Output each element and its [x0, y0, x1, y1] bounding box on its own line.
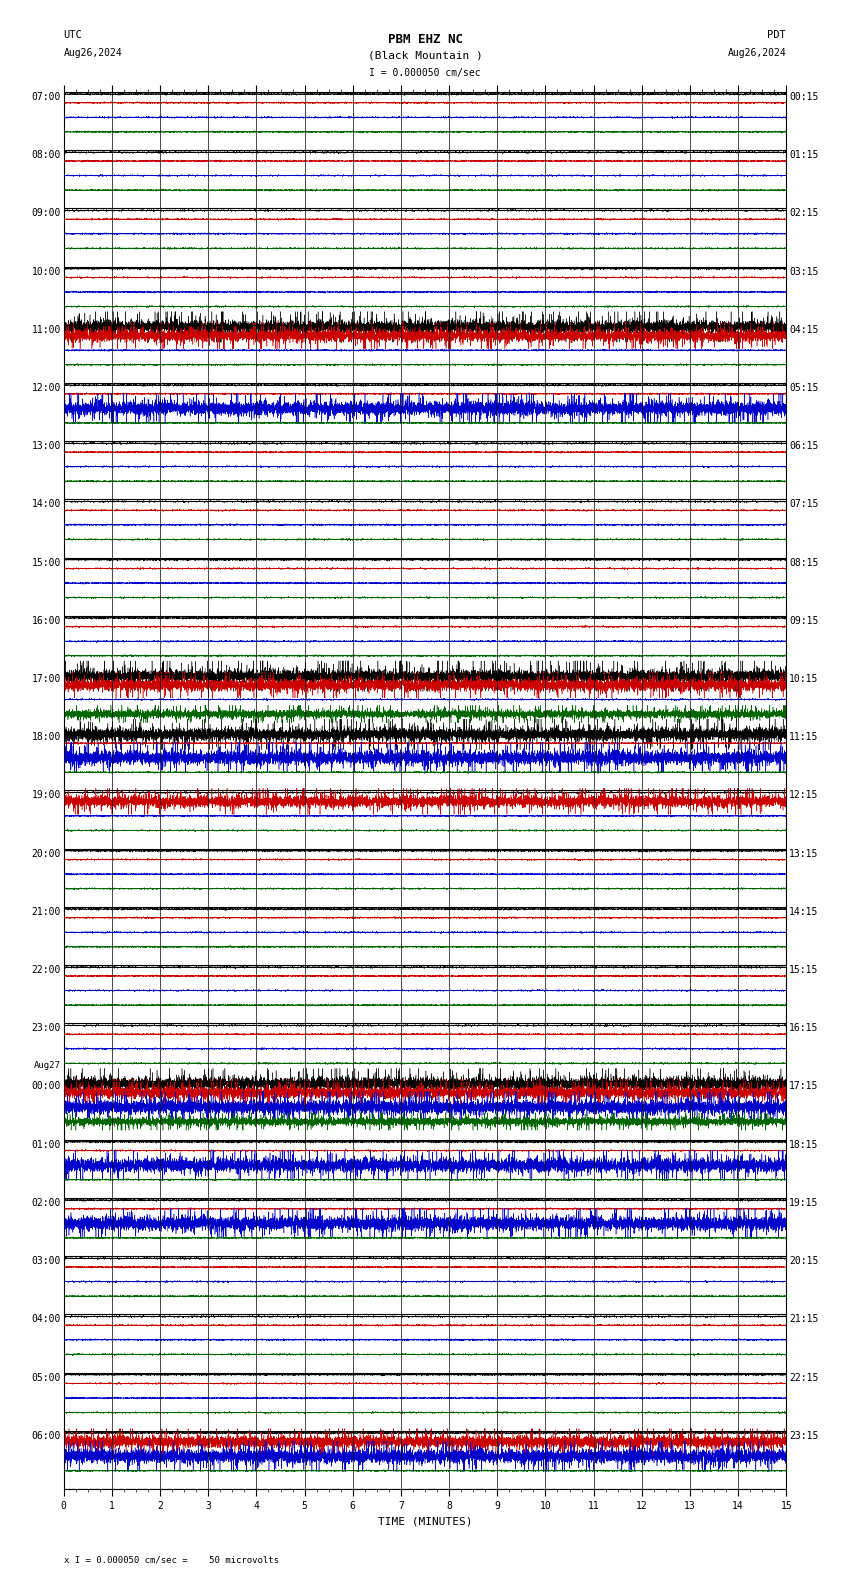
Text: 16:15: 16:15	[789, 1023, 819, 1033]
Text: 17:15: 17:15	[789, 1082, 819, 1091]
Text: 02:00: 02:00	[31, 1198, 61, 1209]
Text: (Black Mountain ): (Black Mountain )	[367, 51, 483, 60]
Text: 04:00: 04:00	[31, 1315, 61, 1324]
Text: 08:00: 08:00	[31, 150, 61, 160]
Text: 23:15: 23:15	[789, 1430, 819, 1441]
Text: 21:00: 21:00	[31, 906, 61, 917]
Text: 14:15: 14:15	[789, 906, 819, 917]
X-axis label: TIME (MINUTES): TIME (MINUTES)	[377, 1516, 473, 1527]
Text: 03:15: 03:15	[789, 266, 819, 277]
Text: 12:15: 12:15	[789, 790, 819, 800]
Text: I = 0.000050 cm/sec: I = 0.000050 cm/sec	[369, 68, 481, 78]
Text: 22:15: 22:15	[789, 1372, 819, 1383]
Text: 10:15: 10:15	[789, 673, 819, 684]
Text: PBM EHZ NC: PBM EHZ NC	[388, 33, 462, 46]
Text: 07:00: 07:00	[31, 92, 61, 101]
Text: 00:00: 00:00	[31, 1082, 61, 1091]
Text: 06:00: 06:00	[31, 1430, 61, 1441]
Text: 23:00: 23:00	[31, 1023, 61, 1033]
Text: 18:15: 18:15	[789, 1140, 819, 1150]
Text: 02:15: 02:15	[789, 208, 819, 219]
Text: 03:00: 03:00	[31, 1256, 61, 1266]
Text: 01:00: 01:00	[31, 1140, 61, 1150]
Text: 05:00: 05:00	[31, 1372, 61, 1383]
Text: 05:15: 05:15	[789, 383, 819, 393]
Text: UTC: UTC	[64, 30, 82, 40]
Text: 04:15: 04:15	[789, 325, 819, 334]
Text: 09:15: 09:15	[789, 616, 819, 626]
Text: x I = 0.000050 cm/sec =    50 microvolts: x I = 0.000050 cm/sec = 50 microvolts	[64, 1555, 279, 1565]
Text: 19:00: 19:00	[31, 790, 61, 800]
Text: 00:15: 00:15	[789, 92, 819, 101]
Text: 19:15: 19:15	[789, 1198, 819, 1209]
Text: 10:00: 10:00	[31, 266, 61, 277]
Text: 13:15: 13:15	[789, 849, 819, 859]
Text: Aug26,2024: Aug26,2024	[728, 48, 786, 57]
Text: Aug27: Aug27	[34, 1061, 61, 1071]
Text: 01:15: 01:15	[789, 150, 819, 160]
Text: 12:00: 12:00	[31, 383, 61, 393]
Text: PDT: PDT	[768, 30, 786, 40]
Text: 08:15: 08:15	[789, 558, 819, 567]
Text: 09:00: 09:00	[31, 208, 61, 219]
Text: Aug26,2024: Aug26,2024	[64, 48, 122, 57]
Text: 07:15: 07:15	[789, 499, 819, 510]
Text: 20:15: 20:15	[789, 1256, 819, 1266]
Text: 17:00: 17:00	[31, 673, 61, 684]
Text: 21:15: 21:15	[789, 1315, 819, 1324]
Text: 15:00: 15:00	[31, 558, 61, 567]
Text: 06:15: 06:15	[789, 440, 819, 451]
Text: 16:00: 16:00	[31, 616, 61, 626]
Text: 11:00: 11:00	[31, 325, 61, 334]
Text: 11:15: 11:15	[789, 732, 819, 743]
Text: 20:00: 20:00	[31, 849, 61, 859]
Text: 22:00: 22:00	[31, 965, 61, 976]
Text: 14:00: 14:00	[31, 499, 61, 510]
Text: 18:00: 18:00	[31, 732, 61, 743]
Text: 15:15: 15:15	[789, 965, 819, 976]
Text: 13:00: 13:00	[31, 440, 61, 451]
